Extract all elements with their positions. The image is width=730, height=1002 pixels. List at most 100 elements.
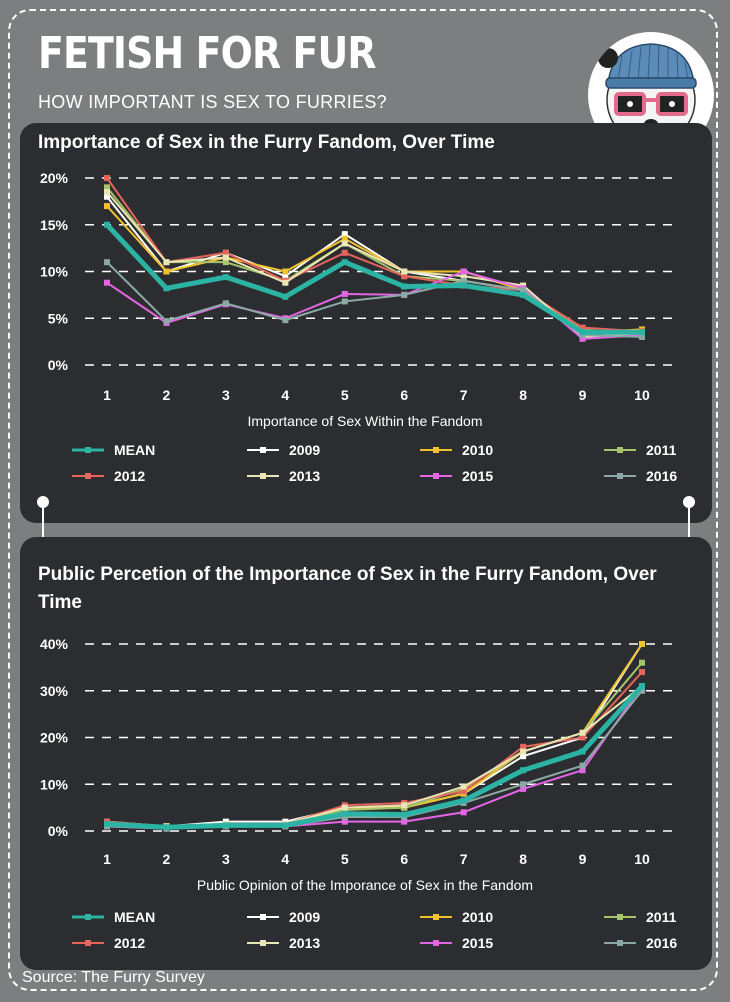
data-point	[222, 274, 229, 281]
x-tick-label: 5	[341, 387, 349, 403]
dashed-frame	[8, 9, 718, 991]
data-point	[401, 273, 408, 280]
data-point	[579, 324, 586, 331]
data-point	[401, 291, 408, 298]
legend-marker	[433, 914, 439, 920]
data-point	[104, 820, 110, 827]
legend-item-2015: 2015	[420, 935, 493, 951]
y-tick-label: 10%	[40, 776, 69, 792]
data-point	[639, 669, 645, 676]
data-point	[460, 797, 467, 804]
data-point	[104, 184, 110, 191]
y-tick-label: 30%	[40, 683, 69, 699]
data-point	[341, 818, 348, 825]
chart-panel-1: Importance of Sex in the Furry Fandom, O…	[20, 123, 712, 523]
legend-item-2009: 2009	[247, 442, 320, 458]
legend-label: 2011	[646, 909, 677, 925]
legend-item-2012: 2012	[72, 468, 145, 484]
legend-item-mean: MEAN	[72, 909, 155, 925]
data-point	[222, 300, 229, 307]
data-point	[341, 813, 348, 820]
data-point	[282, 822, 289, 829]
data-point	[520, 743, 527, 750]
data-point	[222, 259, 229, 266]
series-mean	[104, 683, 645, 831]
x-tick-label: 3	[222, 387, 230, 403]
legend-marker	[617, 914, 623, 920]
y-tick-label: 0%	[48, 357, 69, 373]
x-tick-label: 4	[281, 387, 289, 403]
legend-label: 2009	[289, 909, 320, 925]
data-point	[639, 687, 645, 694]
data-point	[460, 282, 467, 289]
series-2015	[104, 268, 645, 342]
data-point	[104, 189, 110, 196]
connector-right	[688, 506, 690, 554]
data-point	[104, 193, 110, 200]
legend-item-2011: 2011	[604, 442, 677, 458]
data-point	[401, 811, 408, 818]
y-tick-label: 10%	[40, 264, 69, 280]
legend-marker	[617, 447, 623, 453]
series-2010	[104, 641, 645, 830]
legend-label: 2016	[646, 468, 677, 484]
data-point	[460, 277, 467, 284]
legend-marker	[85, 473, 91, 479]
data-point	[639, 683, 645, 690]
legend-item-2010: 2010	[420, 909, 493, 925]
series-line	[106, 643, 643, 828]
x-tick-label: 2	[163, 851, 171, 867]
legend-marker	[433, 473, 439, 479]
data-point	[104, 175, 110, 181]
y-tick-label: 5%	[48, 310, 69, 326]
legend-marker	[260, 914, 266, 920]
data-point	[520, 753, 527, 760]
legend-item-2013: 2013	[247, 468, 320, 484]
source-note: Source: The Furry Survey	[22, 969, 205, 986]
data-point	[401, 802, 408, 809]
data-point	[163, 318, 170, 325]
legend-marker	[260, 447, 266, 453]
legend-label: MEAN	[114, 442, 155, 458]
data-point	[460, 268, 467, 275]
series-line	[106, 177, 643, 333]
data-point	[579, 335, 586, 342]
legend-marker	[617, 473, 623, 479]
series-line	[105, 223, 642, 335]
x-axis-title: Public Opinion of the Imporance of Sex i…	[197, 877, 533, 893]
x-tick-label: 6	[400, 851, 408, 867]
x-tick-label: 4	[281, 851, 289, 867]
series-2009	[104, 641, 645, 830]
data-point	[341, 259, 348, 266]
data-point	[639, 659, 645, 666]
data-point	[104, 259, 110, 266]
data-point	[222, 822, 229, 829]
legend-label: 2010	[462, 909, 493, 925]
legend-marker	[85, 940, 91, 946]
data-point	[341, 240, 348, 247]
data-point	[104, 279, 110, 286]
x-tick-label: 8	[519, 851, 527, 867]
data-point	[163, 268, 170, 275]
data-point	[282, 279, 289, 286]
data-point	[579, 762, 586, 769]
data-point	[282, 317, 289, 324]
data-point	[163, 259, 170, 266]
x-tick-label: 5	[341, 851, 349, 867]
data-point	[520, 785, 527, 792]
x-tick-label: 9	[579, 851, 587, 867]
legend-label: 2012	[114, 935, 145, 951]
data-point	[104, 203, 110, 210]
x-tick-label: 6	[400, 387, 408, 403]
data-point	[341, 235, 348, 242]
x-axis-title: Importance of Sex Within the Fandom	[248, 413, 483, 429]
data-point	[520, 291, 527, 298]
data-point	[579, 734, 586, 741]
data-point	[163, 824, 170, 831]
data-point	[222, 254, 229, 261]
page-title: FETISH FOR FUR	[38, 28, 377, 79]
x-tick-label: 8	[519, 387, 527, 403]
legend-marker	[433, 940, 439, 946]
data-point	[520, 767, 527, 774]
legend-label: 2010	[462, 442, 493, 458]
